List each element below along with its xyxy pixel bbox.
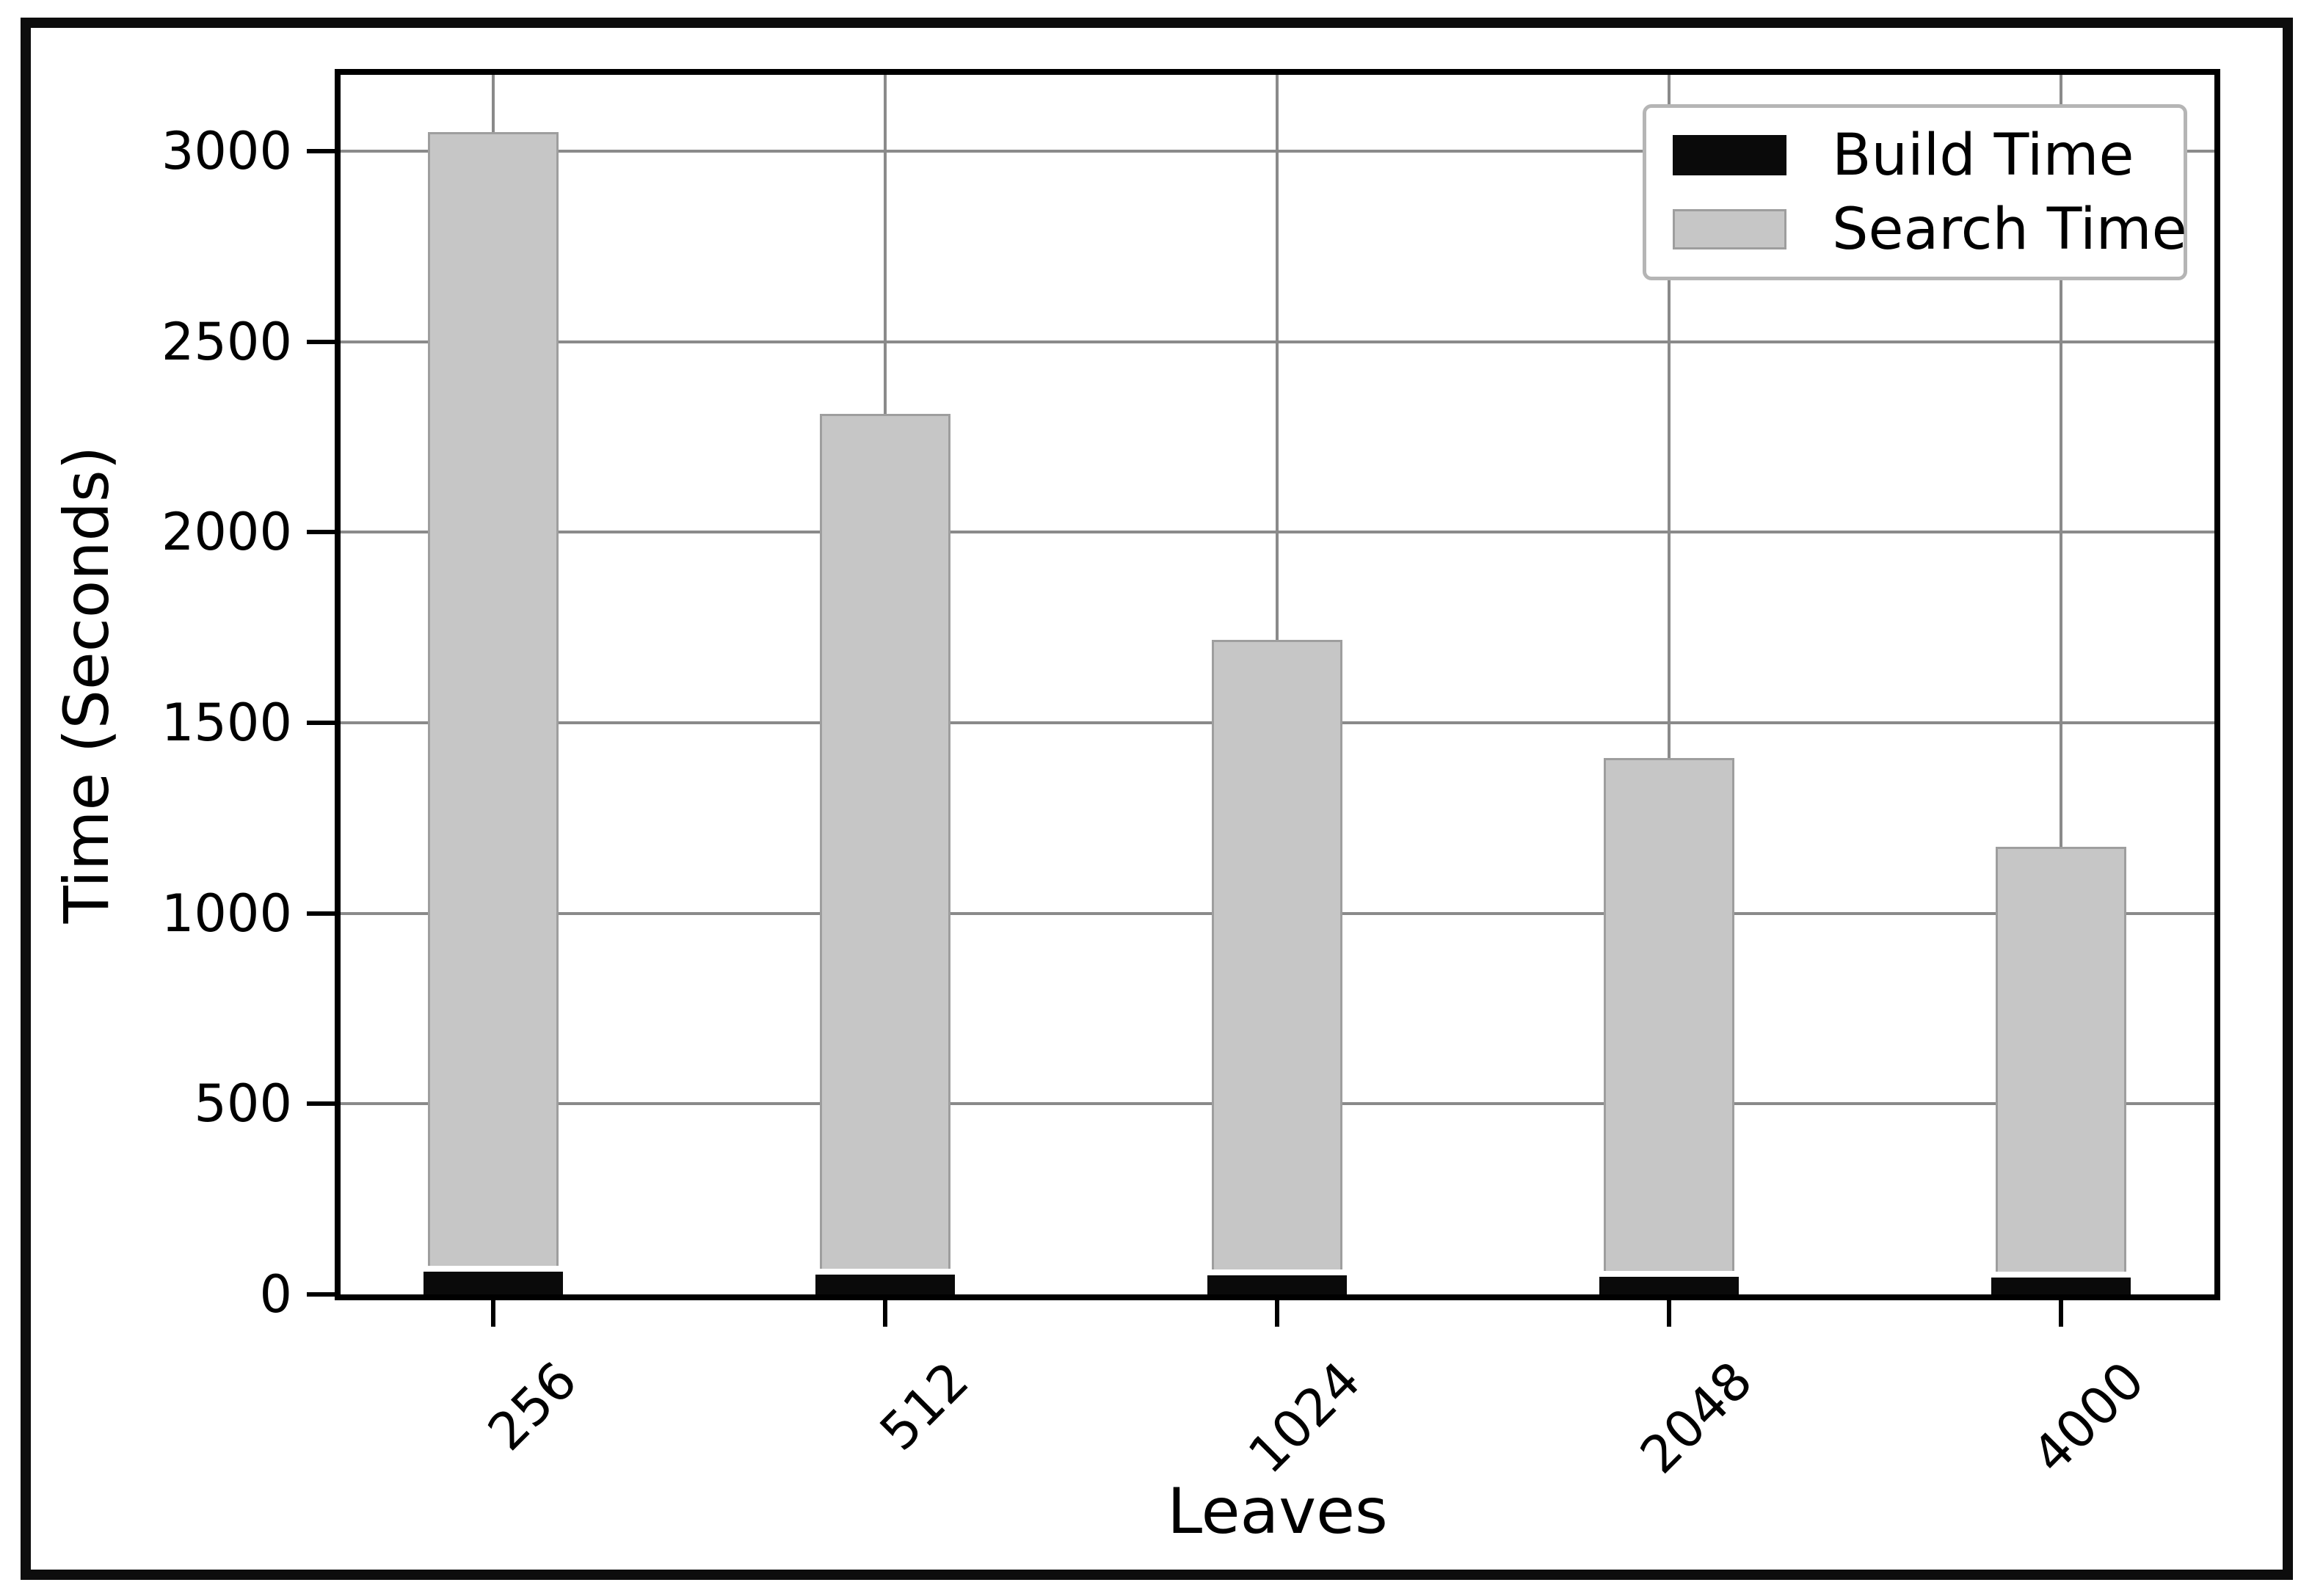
xtick-1024 bbox=[1274, 1300, 1279, 1327]
bar-build-time-1024 bbox=[1207, 1269, 1347, 1294]
legend-label-search-time: Search Time bbox=[1832, 196, 2187, 263]
ytick-label-1500: 1500 bbox=[161, 692, 292, 753]
legend: Build Time Search Time bbox=[1643, 104, 2187, 280]
ytick-label-2500: 2500 bbox=[161, 311, 292, 372]
ytick-label-2000: 2000 bbox=[161, 502, 292, 563]
ytick-1500 bbox=[307, 720, 335, 725]
gridline-x-4000 bbox=[2059, 75, 2062, 1294]
ytick-label-1000: 1000 bbox=[161, 883, 292, 944]
build-time-swatch bbox=[1673, 135, 1786, 175]
x-axis-title: Leaves bbox=[1167, 1475, 1388, 1548]
xtick-4000 bbox=[2058, 1300, 2063, 1327]
bar-search-time-2048 bbox=[1603, 758, 1734, 1294]
bar-build-time-2048 bbox=[1599, 1271, 1739, 1294]
bar-search-time-1024 bbox=[1211, 640, 1342, 1294]
ytick-1000 bbox=[307, 911, 335, 916]
ytick-label-0: 0 bbox=[259, 1264, 292, 1324]
ytick-500 bbox=[307, 1101, 335, 1107]
bar-build-time-256 bbox=[423, 1266, 563, 1294]
bar-build-time-512 bbox=[815, 1269, 955, 1294]
search-time-swatch bbox=[1673, 209, 1786, 249]
ytick-0 bbox=[307, 1292, 335, 1297]
ytick-3000 bbox=[307, 148, 335, 153]
legend-item-search-time: Search Time bbox=[1673, 197, 2187, 263]
ytick-2500 bbox=[307, 339, 335, 344]
ytick-label-500: 500 bbox=[194, 1074, 292, 1134]
xtick-512 bbox=[882, 1300, 887, 1327]
y-axis-title: Time (Seconds) bbox=[51, 445, 123, 924]
bar-search-time-512 bbox=[819, 414, 950, 1294]
ytick-label-3000: 3000 bbox=[161, 120, 292, 181]
bar-search-time-256 bbox=[427, 132, 559, 1294]
xtick-2048 bbox=[1666, 1300, 1671, 1327]
xtick-256 bbox=[490, 1300, 495, 1327]
legend-item-build-time: Build Time bbox=[1673, 123, 2157, 189]
gridline-x-2048 bbox=[1667, 75, 1671, 1294]
bar-build-time-4000 bbox=[1991, 1272, 2131, 1294]
bar-search-time-4000 bbox=[1995, 847, 2126, 1294]
legend-label-build-time: Build Time bbox=[1832, 122, 2134, 189]
ytick-2000 bbox=[307, 530, 335, 535]
